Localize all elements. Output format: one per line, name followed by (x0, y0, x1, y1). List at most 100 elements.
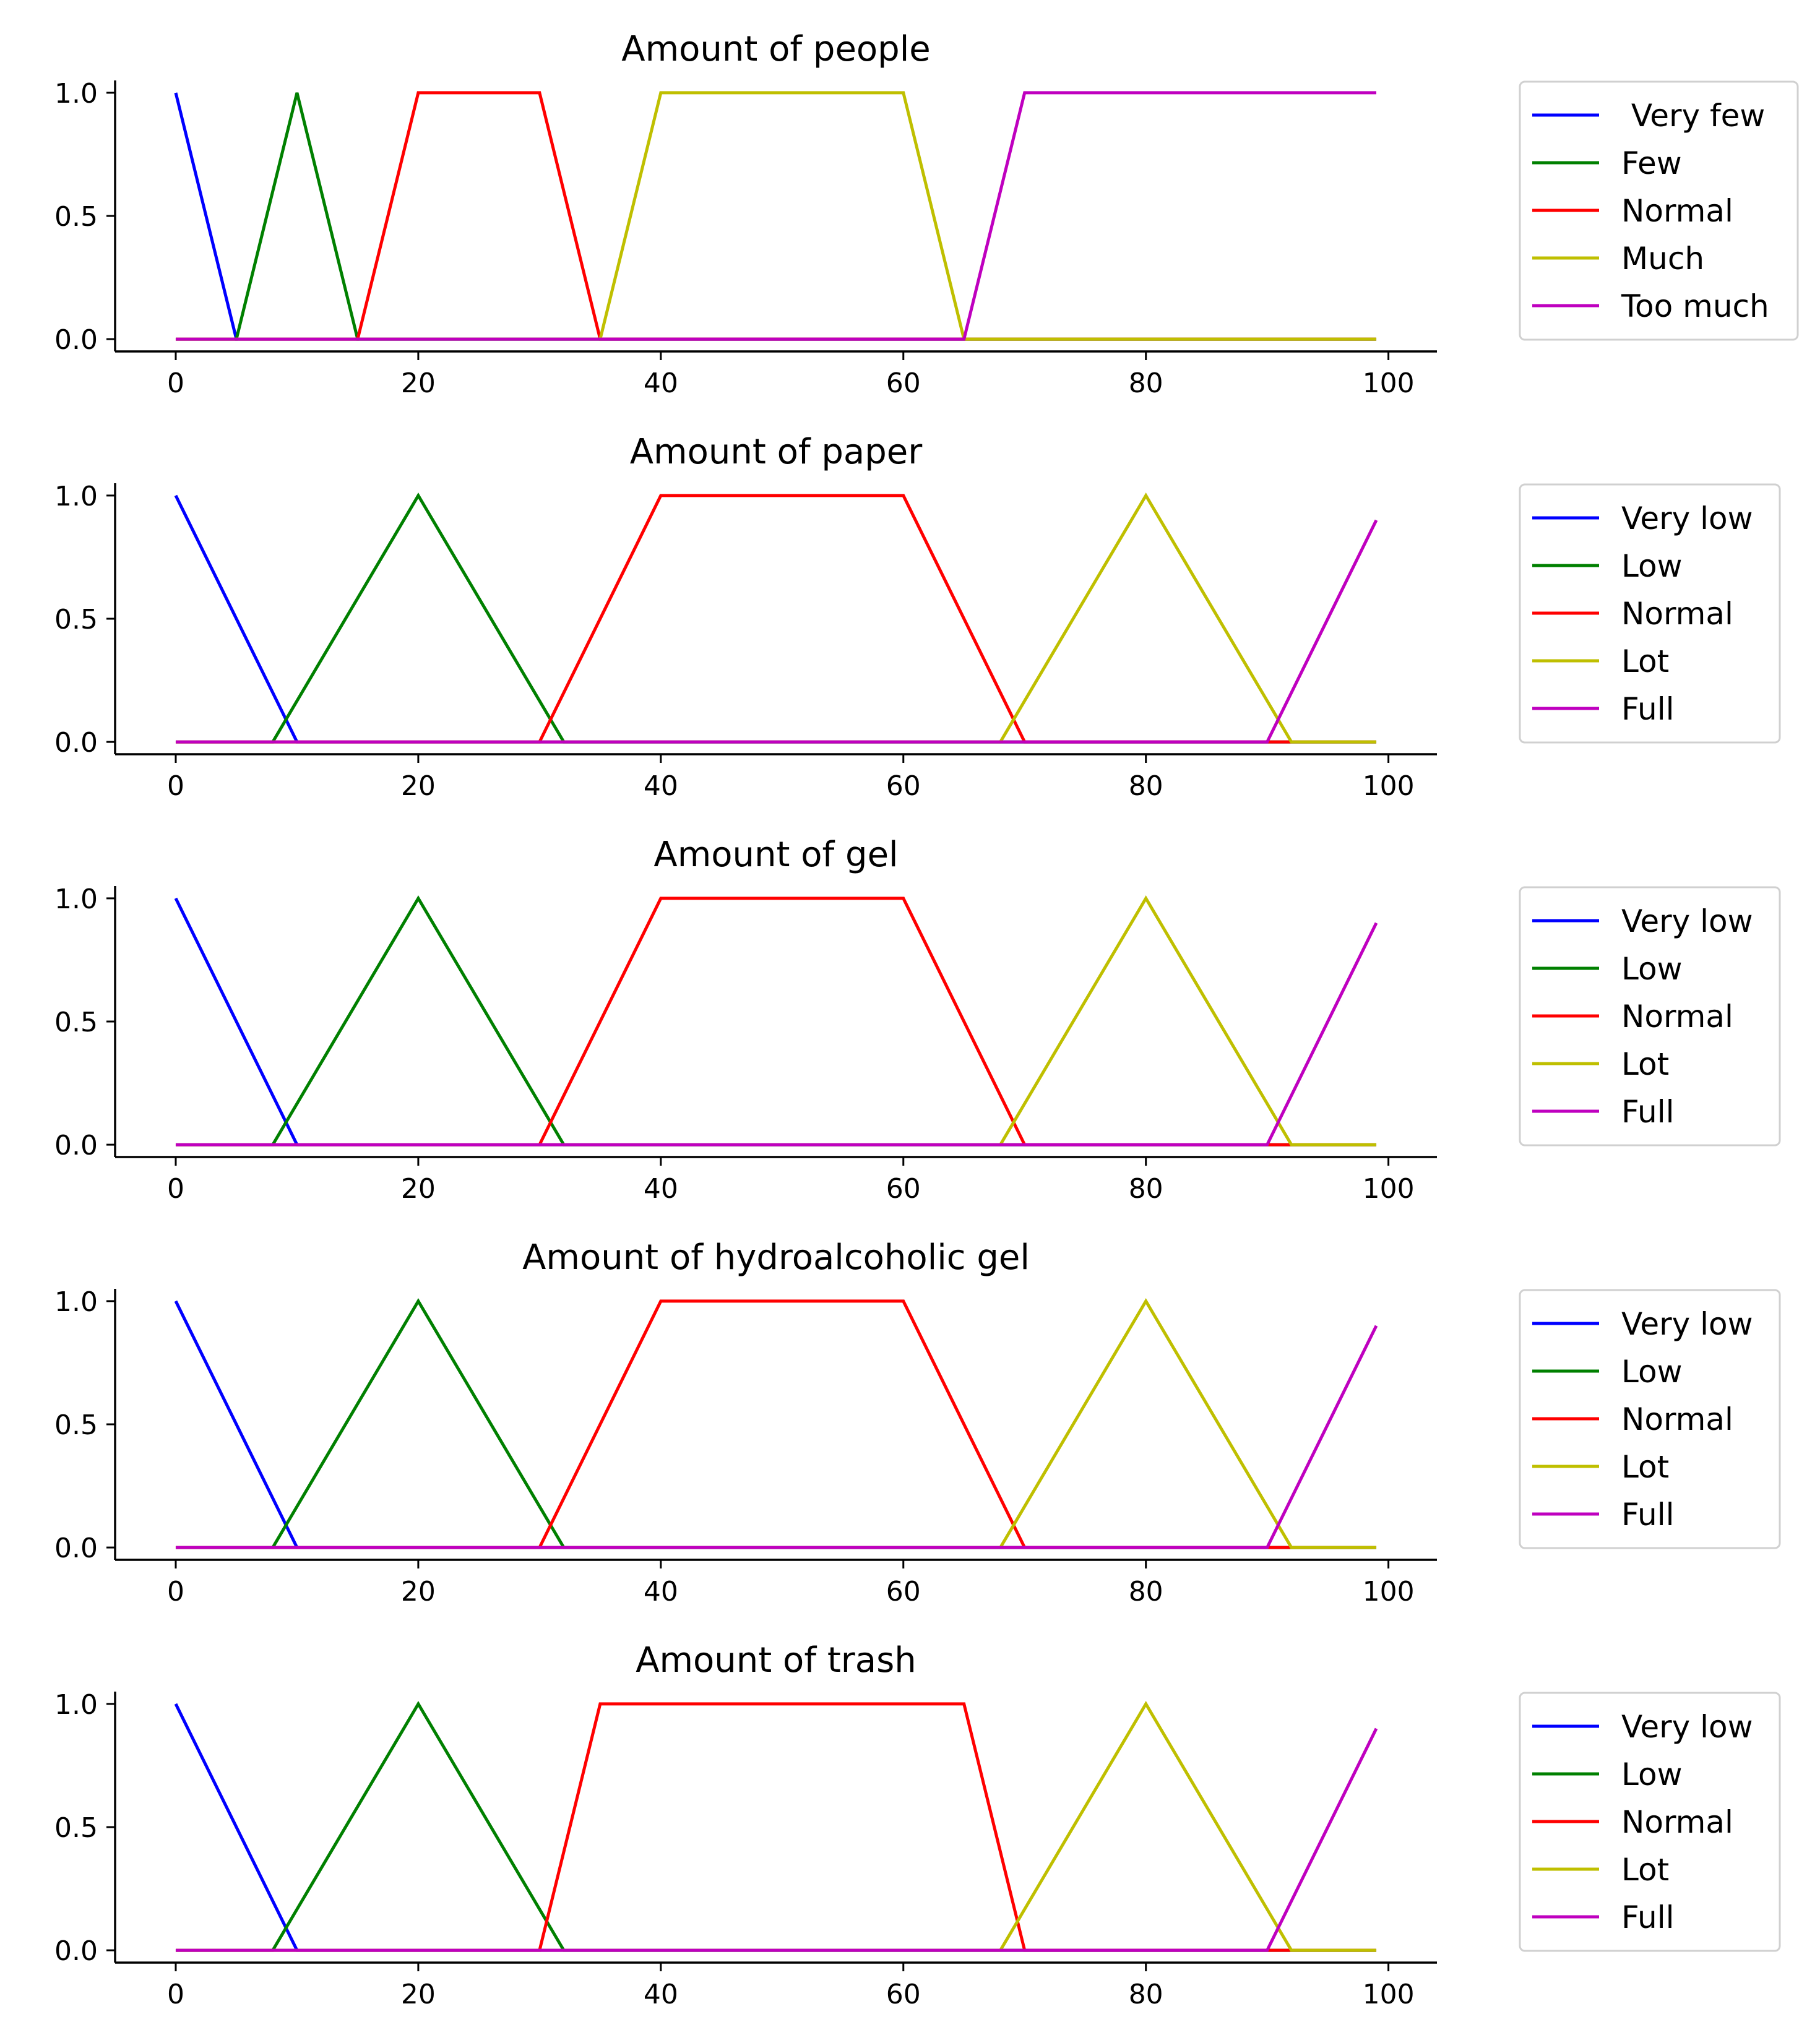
y-tick-label: 0.5 (54, 201, 98, 233)
series-line-low (175, 1700, 1377, 1952)
chart-panel-3: Amount of gel 0 20 40 60 80 100 0.0 0.5 1.0 Very l… (54, 835, 1781, 1205)
y-tick-label: 0.0 (54, 1130, 98, 1161)
legend-label-normal: Normal (1621, 999, 1733, 1035)
legend-frame (1519, 1289, 1781, 1549)
x-tick-label: 60 (886, 1173, 921, 1205)
x-tick-label: 60 (886, 368, 921, 399)
series-line-lot (175, 1700, 1377, 1952)
series-line-few (175, 92, 1377, 341)
legend: Very low Low Normal Lot Full (1519, 1692, 1781, 1952)
y-tick-label: 0.0 (54, 1935, 98, 1967)
legend-label-low: Low (1621, 1354, 1682, 1390)
x-tick-label: 40 (644, 1576, 678, 1607)
series-line-very-few (174, 92, 1377, 341)
series-line-too-much (175, 91, 1377, 341)
x-tick-label: 60 (886, 770, 921, 802)
series-line-normal (175, 1299, 1377, 1549)
x-tick-label: 100 (1363, 1576, 1415, 1607)
x-tick-label: 40 (644, 770, 678, 802)
x-tick-label: 100 (1363, 368, 1415, 399)
series-line-normal (175, 91, 1377, 341)
x-tick-label: 100 (1363, 1173, 1415, 1205)
legend-label-very-low: Very low (1621, 1709, 1753, 1745)
series-line-full (175, 1325, 1378, 1549)
series-line-lot (175, 492, 1377, 744)
series-line-very-low (174, 494, 1377, 744)
series-line-normal (175, 494, 1377, 744)
x-tick-label: 20 (401, 1979, 436, 2010)
x-tick-label: 20 (401, 368, 436, 399)
chart-title: Amount of gel (653, 835, 898, 875)
y-tick-label: 0.5 (54, 604, 98, 635)
legend-label-low: Low (1621, 1757, 1682, 1792)
legend-label-very-few: Very few (1621, 98, 1765, 134)
legend-label-normal: Normal (1621, 1804, 1733, 1840)
x-tick-label: 80 (1129, 1173, 1163, 1205)
chart-title: Amount of hydroalcoholic gel (522, 1237, 1030, 1278)
x-tick-label: 100 (1363, 770, 1415, 802)
x-tick-label: 80 (1129, 368, 1163, 399)
series-line-lot (175, 895, 1377, 1147)
legend-label-very-low: Very low (1621, 501, 1753, 536)
legend-label-low: Low (1621, 951, 1682, 987)
chart-title: Amount of people (621, 29, 930, 69)
x-tick-label: 0 (167, 1979, 184, 2010)
chart-panel-5: Amount of trash 0 20 40 60 80 100 0.0 0.5 1.0 Very… (54, 1640, 1781, 2010)
legend-frame (1519, 886, 1781, 1147)
series-line-low (175, 895, 1377, 1147)
series-line-very-low (174, 1300, 1377, 1549)
legend: Very low Low Normal Lot Full (1519, 483, 1781, 744)
y-tick-label: 0.0 (54, 727, 98, 759)
series-line-full (175, 1727, 1378, 1952)
y-tick-label: 0.5 (54, 1007, 98, 1038)
legend-label-full: Full (1621, 1497, 1675, 1533)
legend-label-normal: Normal (1621, 193, 1733, 229)
legend-frame (1519, 483, 1781, 744)
series-line-lot (175, 1297, 1377, 1549)
legend: Very low Low Normal Lot Full (1519, 886, 1781, 1147)
chart-panel-4: Amount of hydroalcoholic gel 0 20 40 60 80 100… (54, 1237, 1781, 1607)
legend-label-much: Much (1621, 241, 1704, 277)
legend-label-full: Full (1621, 1899, 1675, 1935)
x-tick-label: 80 (1129, 770, 1163, 802)
x-tick-label: 40 (644, 1173, 678, 1205)
x-tick-label: 80 (1129, 1979, 1163, 2010)
y-tick-label: 1.0 (54, 481, 98, 512)
legend-label-lot: Lot (1621, 1449, 1669, 1485)
y-tick-label: 1.0 (54, 884, 98, 915)
series-line-very-low (174, 897, 1377, 1147)
legend-frame (1519, 80, 1799, 341)
x-tick-label: 60 (886, 1979, 921, 2010)
y-tick-label: 1.0 (54, 78, 98, 110)
chart-title: Amount of trash (636, 1640, 916, 1680)
series-line-very-low (174, 1703, 1377, 1952)
x-tick-label: 40 (644, 368, 678, 399)
legend-label-full: Full (1621, 1094, 1675, 1130)
legend-label-low: Low (1621, 548, 1682, 584)
y-tick-label: 0.5 (54, 1812, 98, 1844)
legend-label-very-low: Very low (1621, 903, 1753, 939)
chart-panel-1: Amount of people 0 20 40 60 80 100 0.0 0.5 1.0 Ve… (54, 29, 1799, 399)
y-tick-label: 1.0 (54, 1286, 98, 1318)
chart-title: Amount of paper (630, 432, 923, 472)
legend-label-few: Few (1621, 145, 1682, 181)
series-line-low (175, 1297, 1377, 1549)
x-tick-label: 100 (1363, 1979, 1415, 2010)
legend-label-normal: Normal (1621, 1401, 1733, 1437)
x-tick-label: 20 (401, 770, 436, 802)
chart-panel-2: Amount of paper 0 20 40 60 80 100 0.0 0.5 1.0 Very… (54, 432, 1781, 802)
y-tick-label: 1.0 (54, 1689, 98, 1721)
x-tick-label: 0 (167, 770, 184, 802)
x-tick-label: 20 (401, 1173, 436, 1205)
x-tick-label: 20 (401, 1576, 436, 1607)
series-line-full (175, 922, 1378, 1147)
legend-label-lot: Lot (1621, 1046, 1669, 1082)
legend: Very low Low Normal Lot Full (1519, 1289, 1781, 1549)
x-tick-label: 60 (886, 1576, 921, 1607)
series-line-normal (175, 1702, 1377, 1952)
y-tick-label: 0.0 (54, 324, 98, 356)
legend-label-lot: Lot (1621, 1852, 1669, 1888)
legend-label-normal: Normal (1621, 596, 1733, 632)
y-tick-label: 0.5 (54, 1409, 98, 1441)
